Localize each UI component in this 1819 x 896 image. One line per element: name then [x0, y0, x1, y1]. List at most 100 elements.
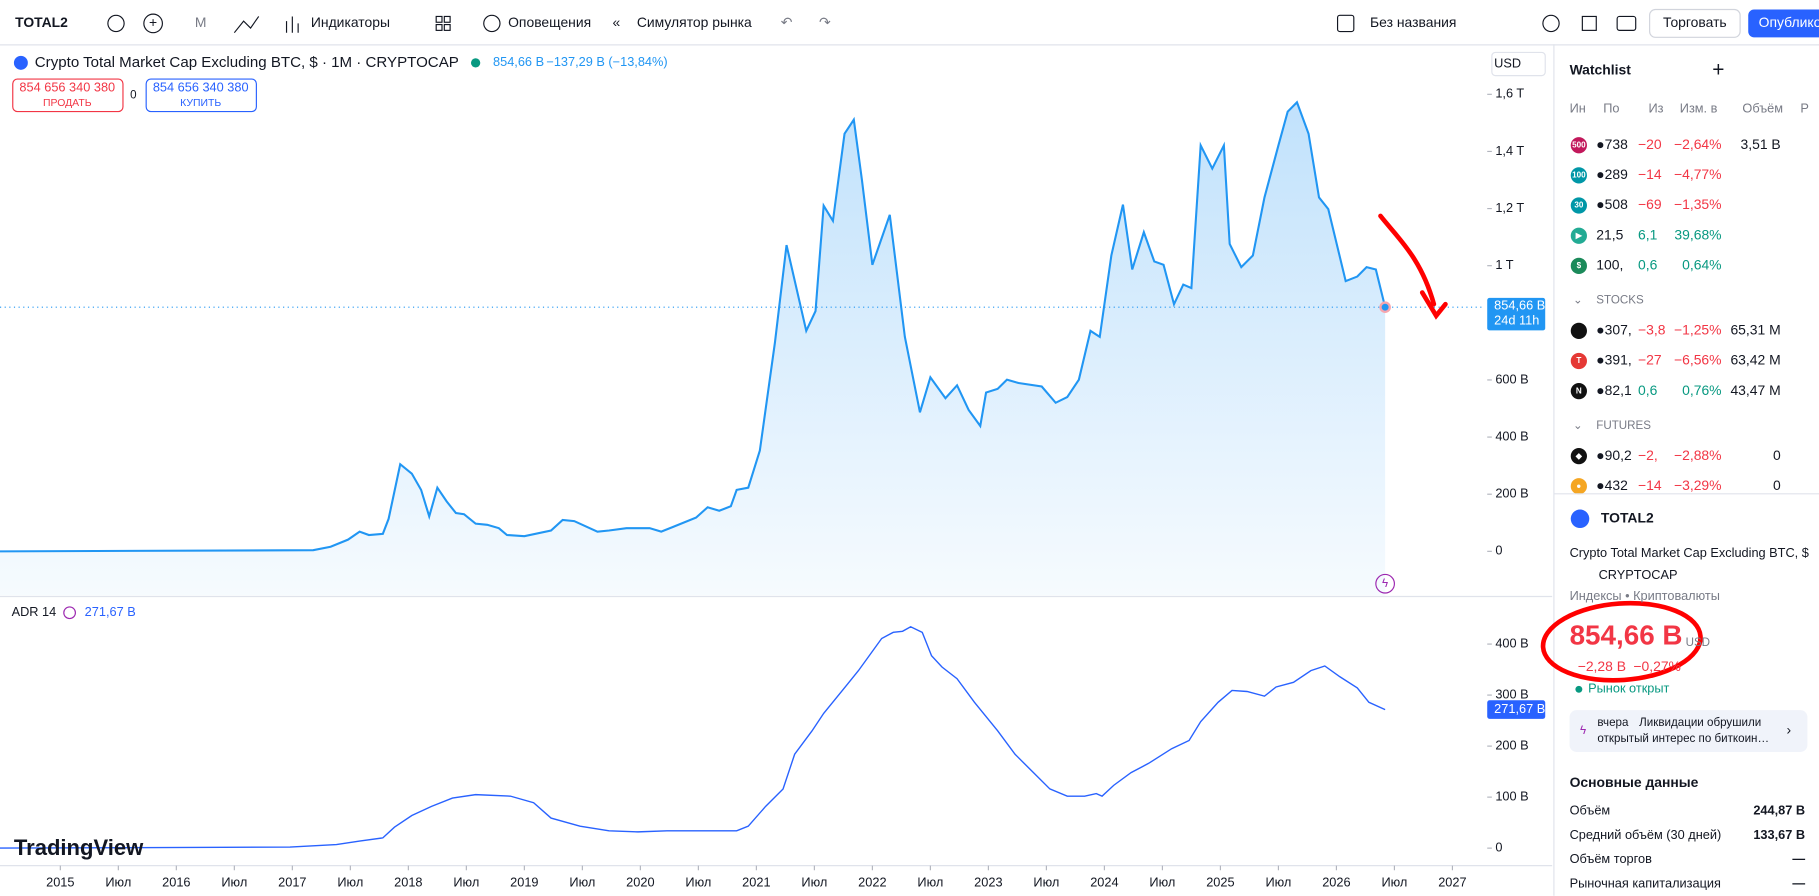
row-change: −69 — [1638, 196, 1662, 212]
status-dot — [1575, 685, 1583, 693]
adr-name: ADR 14 — [12, 604, 57, 619]
row-icon — [1570, 352, 1587, 370]
row-change-pct: −2,64% — [1674, 136, 1722, 152]
y-tick-label: 0 — [1495, 543, 1502, 558]
row-icon — [1570, 322, 1587, 339]
row-icon — [1570, 257, 1587, 274]
details-status: Рынок открыт — [1588, 681, 1669, 696]
row-change: 0,6 — [1638, 382, 1658, 398]
column-header: Изм. в — [1680, 101, 1718, 116]
fact-value: 244,87 B — [1753, 802, 1805, 817]
y-tick-label: 200 B — [1495, 737, 1528, 752]
countdown: 24d 11h — [1494, 313, 1539, 328]
watchlist-title[interactable]: Watchlist — [1570, 62, 1632, 78]
x-tick-label: Июл — [801, 874, 827, 889]
alerts[interactable]: Оповещения — [508, 14, 591, 30]
icon — [435, 23, 443, 31]
row-volume: 65,31 M — [1730, 322, 1780, 338]
add-symbol[interactable]: + — [1712, 58, 1724, 81]
redo[interactable]: ↷ — [819, 14, 831, 30]
interval[interactable]: М — [195, 14, 207, 30]
watchlist-clip — [1554, 494, 1819, 518]
row-last: ●738 — [1596, 136, 1628, 152]
row-icon-label: 30 — [1574, 201, 1584, 210]
replay[interactable]: Симулятор рынка — [637, 14, 752, 30]
row-volume: 0 — [1773, 447, 1781, 463]
annotation-circle — [1540, 600, 1703, 683]
lightning-icon[interactable] — [1375, 573, 1395, 594]
icon[interactable] — [107, 14, 125, 33]
buy-button[interactable] — [145, 78, 257, 113]
y-tick-label: 100 B — [1495, 789, 1528, 804]
x-tick-label: 2023 — [974, 874, 1002, 889]
x-tick-label: 2016 — [162, 874, 190, 889]
symbol-icon — [13, 55, 28, 70]
y-tick-label: 200 B — [1495, 486, 1528, 501]
row-change: −14 — [1638, 166, 1662, 182]
x-tick-label: 2022 — [858, 874, 886, 889]
layout-name[interactable]: Без названия — [1370, 14, 1456, 30]
row-last: 21,5 — [1596, 226, 1623, 242]
details-description: Crypto Total Market Cap Excluding BTC, $ — [1570, 545, 1809, 560]
x-tick-label: 2027 — [1438, 874, 1466, 889]
row-icon — [1570, 197, 1587, 214]
icon[interactable] — [435, 15, 443, 23]
alert-icon — [483, 14, 501, 33]
currency-select[interactable] — [1491, 51, 1546, 77]
y-tick-label: 400 B — [1495, 428, 1528, 443]
layout-icon — [1336, 14, 1355, 33]
adr-badge — [1487, 700, 1546, 719]
chart-type-icon[interactable] — [233, 16, 260, 34]
adr-badge-label: 271,67 B — [1494, 701, 1545, 716]
y-tick-label: 1,4 T — [1495, 143, 1524, 158]
row-icon — [1570, 448, 1587, 465]
details-change-pct: −0,27% — [1633, 658, 1681, 674]
line — [0, 100, 1387, 553]
row-volume: 3,51 B — [1740, 136, 1780, 152]
snapshot-icon[interactable] — [1616, 15, 1637, 31]
x-tick-label: Июл — [337, 874, 363, 889]
fact-value: — — [1792, 851, 1805, 866]
row-last: 100, — [1596, 257, 1623, 273]
trade-button[interactable] — [1649, 8, 1741, 38]
legend-change: −137,29 B (−13,84%) — [546, 54, 667, 69]
x-tick-label: Июл — [1149, 874, 1175, 889]
details-exchange: CRYPTOCAP — [1599, 567, 1678, 582]
fullscreen-icon[interactable] — [1581, 15, 1597, 31]
icon — [443, 23, 451, 31]
row-change: −2, — [1638, 447, 1658, 463]
add-icon[interactable] — [143, 13, 163, 34]
watchlist: Ин По Из Изм. в Объём Р 500 ●738 −20 −2,64% 3,51 B… — [1554, 97, 1819, 518]
row-change: −27 — [1638, 352, 1662, 368]
x-tick-label: Июл — [221, 874, 247, 889]
publish-button[interactable] — [1748, 9, 1819, 38]
symbol[interactable]: TOTAL2 — [15, 14, 68, 30]
row-volume: 0 — [1773, 477, 1781, 493]
row-volume: 63,42 M — [1730, 352, 1780, 368]
sell-button[interactable] — [12, 78, 124, 113]
x-tick-label: Июл — [105, 874, 131, 889]
row-icon-label: ▶ — [1575, 231, 1583, 240]
row-change: −14 — [1638, 477, 1662, 493]
row-change-pct: −6,56% — [1674, 352, 1722, 368]
line — [0, 625, 1386, 849]
news-card[interactable] — [1569, 710, 1808, 752]
y-tick-label: 1,6 T — [1495, 86, 1524, 101]
row-icon — [1570, 478, 1587, 495]
row-change: 6,1 — [1638, 226, 1658, 242]
header-row — [1554, 97, 1819, 121]
x-tick-label: Июл — [1033, 874, 1059, 889]
settings-icon[interactable] — [1542, 14, 1560, 33]
row-icon — [1570, 383, 1587, 400]
x-tick-label: 2019 — [510, 874, 538, 889]
brand: TradingView — [14, 835, 144, 860]
last-point — [1379, 301, 1391, 314]
price-badge-label: 854,66 B — [1494, 297, 1545, 312]
group-chevron: ⌄ — [1573, 294, 1583, 307]
undo[interactable]: ↶ — [781, 14, 793, 30]
adr-last: 271,67 B — [85, 604, 136, 619]
row-last: ●432 — [1596, 477, 1628, 493]
publish-label: Опубликовать — [1759, 14, 1819, 30]
indicators[interactable]: Индикаторы — [311, 14, 390, 30]
